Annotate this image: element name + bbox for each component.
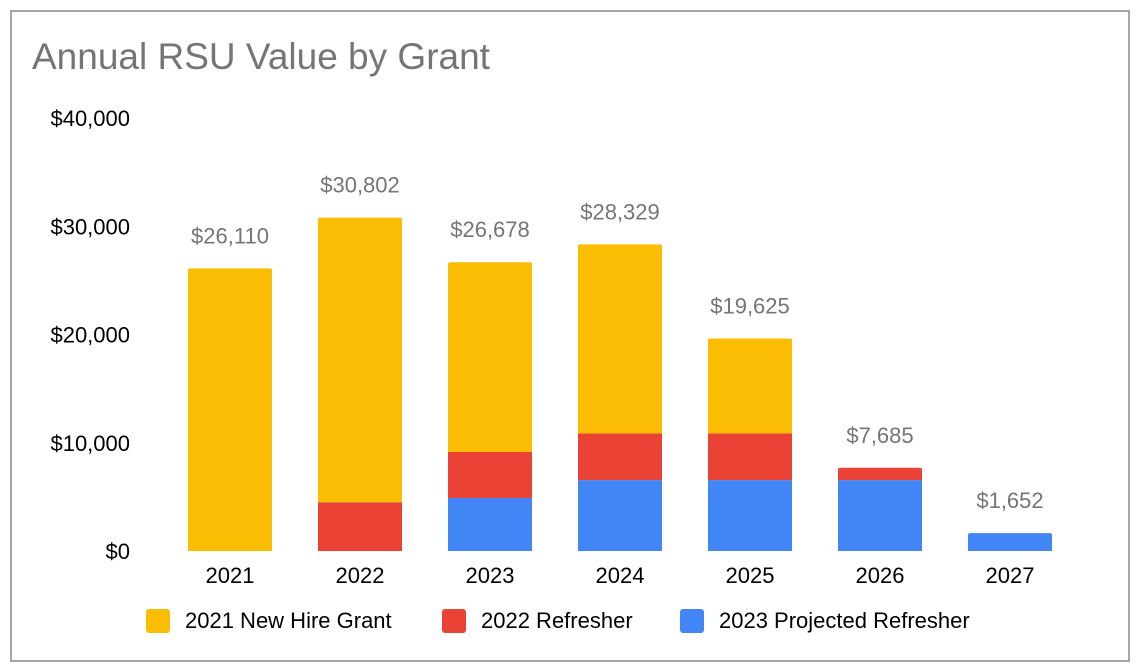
legend-swatch-2021-new-hire-grant [146, 609, 170, 633]
legend-label-2022-refresher: 2022 Refresher [481, 608, 633, 633]
bar-segment-2022-refresher [318, 502, 402, 551]
total-data-label: $28,329 [580, 199, 660, 224]
x-tick-label: 2021 [206, 563, 255, 588]
total-data-label: $7,685 [846, 423, 913, 448]
x-tick-label: 2024 [596, 563, 645, 588]
y-tick-label: $30,000 [50, 214, 130, 239]
total-data-label: $30,802 [320, 173, 400, 198]
bar-segment-2023-projected-refresher [968, 533, 1052, 551]
x-tick-label: 2025 [726, 563, 775, 588]
x-tick-label: 2022 [336, 563, 385, 588]
bar-segment-2021-new-hire-grant [188, 268, 272, 551]
bar-segment-2021-new-hire-grant [448, 262, 532, 452]
bar-segment-2021-new-hire-grant [318, 217, 402, 503]
bar-segment-2022-refresher [578, 433, 662, 481]
legend-swatch-2022-refresher [442, 609, 466, 633]
legend-label-2021-new-hire-grant: 2021 New Hire Grant [185, 608, 392, 633]
total-data-label: $26,678 [450, 217, 530, 242]
bar-segment-2022-refresher [448, 451, 532, 498]
legend-label-2023-projected-refresher: 2023 Projected Refresher [719, 608, 970, 633]
y-tick-label: $20,000 [50, 323, 130, 348]
bar-segment-2021-new-hire-grant [578, 244, 662, 434]
bar-segment-2022-refresher [708, 433, 792, 481]
y-tick-label: $40,000 [50, 106, 130, 131]
bar-segment-2023-projected-refresher [578, 480, 662, 551]
x-tick-label: 2023 [466, 563, 515, 588]
bar-segment-2021-new-hire-grant [708, 338, 792, 434]
chart-title: Annual RSU Value by Grant [32, 36, 490, 77]
total-data-label: $19,625 [710, 294, 790, 319]
bar-segment-2022-refresher [838, 467, 922, 481]
bar-segment-2023-projected-refresher [448, 497, 532, 551]
bar-segment-2023-projected-refresher [838, 480, 922, 551]
y-tick-label: $0 [106, 539, 130, 564]
legend-swatch-2023-projected-refresher [680, 609, 704, 633]
bar-segment-2023-projected-refresher [708, 480, 792, 551]
y-tick-label: $10,000 [50, 431, 130, 456]
total-data-label: $1,652 [976, 488, 1043, 513]
total-data-label: $26,110 [191, 223, 269, 248]
x-tick-label: 2027 [986, 563, 1035, 588]
x-tick-label: 2026 [856, 563, 905, 588]
